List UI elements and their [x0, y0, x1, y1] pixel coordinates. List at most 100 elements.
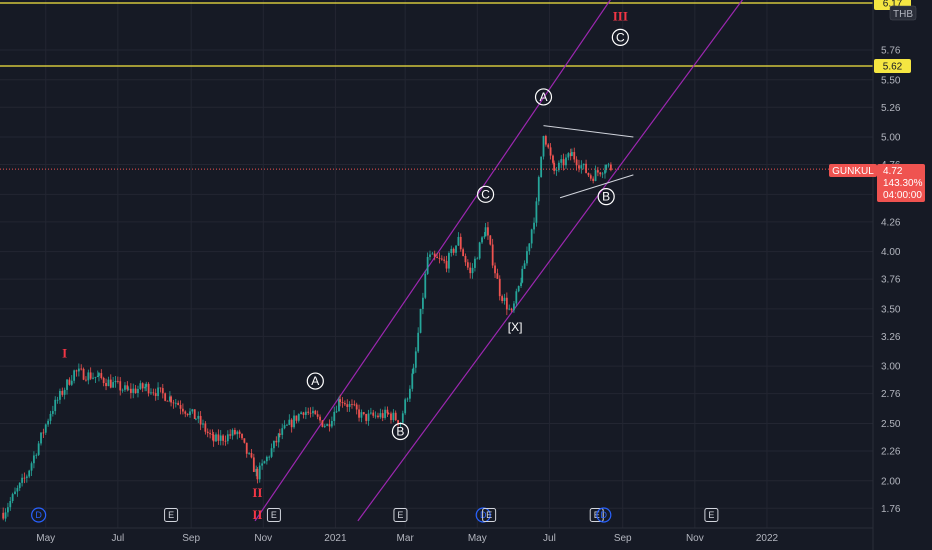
candle-body: [248, 453, 251, 454]
candle: [172, 399, 175, 409]
candle-body: [466, 262, 469, 268]
candle-body: [450, 248, 453, 254]
event-marker-earnings[interactable]: E: [266, 508, 281, 522]
event-marker-dividend[interactable]: D: [596, 507, 612, 523]
candle: [596, 166, 599, 177]
candle: [570, 148, 573, 157]
time-tick-label: Sep: [614, 533, 632, 544]
candle: [585, 159, 587, 174]
price-tick-label: 5.50: [881, 75, 901, 86]
candle-body: [96, 375, 99, 377]
event-markers[interactable]: D E II E E D E E D E: [31, 507, 719, 523]
candle: [503, 293, 506, 305]
level-price-label: 6.17: [883, 0, 903, 10]
time-axis[interactable]: May Jul Sep Nov 2021 Mar May Jul Sep Nov 2022: [0, 527, 873, 544]
candle-body: [238, 431, 241, 434]
candle-body: [319, 416, 321, 421]
candle-body: [515, 291, 518, 304]
event-marker-earnings[interactable]: E: [164, 508, 179, 522]
candle-body: [126, 385, 129, 390]
candle-body: [28, 470, 31, 477]
candle: [124, 382, 126, 392]
candle: [429, 250, 431, 261]
candle-body: [132, 388, 135, 393]
candle-body: [66, 379, 68, 390]
candle: [351, 399, 353, 409]
price-tick-label: 3.26: [881, 332, 901, 343]
candlestick-series: [2, 134, 612, 522]
price-tick-label: 2.76: [881, 389, 901, 400]
candle: [219, 430, 222, 446]
candle-body: [517, 286, 520, 292]
candle: [25, 474, 28, 483]
currency-label: THB: [893, 9, 913, 20]
event-marker-earnings[interactable]: E: [482, 508, 497, 522]
candle: [37, 441, 40, 456]
candle: [464, 253, 467, 266]
candle: [288, 414, 291, 426]
event-marker-roman[interactable]: II: [252, 507, 262, 522]
candle-body: [109, 379, 112, 388]
candle-body: [528, 243, 531, 252]
candle-body: [94, 376, 97, 378]
candle-body: [273, 440, 275, 449]
candle: [77, 363, 80, 377]
candle-body: [433, 253, 436, 257]
candle: [270, 443, 273, 459]
candle-body: [580, 165, 583, 169]
candle: [450, 245, 453, 257]
candle-body: [30, 463, 33, 471]
dividend-badge: [596, 507, 612, 523]
event-marker-dividend[interactable]: D: [475, 507, 491, 523]
candle-body: [112, 382, 115, 388]
candle: [594, 165, 597, 182]
candle-body: [392, 412, 395, 421]
event-marker-earnings[interactable]: E: [704, 508, 719, 522]
candle: [397, 419, 399, 427]
price-axis[interactable]: 1.76 2.00 2.26 2.50 2.76 3.00 3.26 3.50 3.76 4.00…: [872, 0, 901, 550]
candle: [323, 423, 326, 429]
candle-body: [16, 488, 19, 492]
time-tick-label: Jul: [111, 533, 124, 544]
candle: [238, 429, 241, 438]
price-tick-label: 4.00: [881, 247, 901, 258]
candle: [243, 438, 246, 444]
event-marker-dividend[interactable]: D: [31, 507, 47, 523]
level-price-badge: [874, 59, 911, 74]
candle-body: [445, 260, 448, 269]
candle-body: [302, 412, 305, 415]
candle: [82, 367, 85, 381]
candle: [199, 411, 202, 431]
candle-body: [170, 396, 172, 403]
candle-body: [448, 253, 450, 269]
candle: [18, 482, 21, 491]
candle: [261, 459, 264, 470]
candle-body: [387, 413, 390, 415]
candle-body: [487, 227, 489, 236]
candle-body: [121, 389, 124, 391]
symbol-name: GUNKUL: [832, 166, 874, 177]
candle: [582, 163, 585, 170]
price-tick-label: 4.26: [881, 217, 901, 228]
candle: [231, 428, 234, 440]
candle-body: [127, 388, 130, 390]
earnings-badge: [393, 508, 408, 522]
candle-body: [18, 482, 21, 489]
candle-body: [164, 393, 167, 401]
candle: [476, 256, 479, 260]
candle: [414, 347, 417, 373]
candle: [277, 432, 280, 448]
candle-body: [414, 351, 417, 368]
candle: [604, 164, 606, 179]
event-marker-earnings[interactable]: E: [393, 508, 408, 522]
candle: [47, 418, 50, 427]
candle-body: [358, 409, 360, 418]
candle: [390, 411, 392, 424]
candle: [75, 369, 78, 377]
candle: [358, 404, 360, 422]
candle-body: [330, 420, 333, 427]
candle-body: [63, 389, 66, 395]
candle-body: [607, 164, 610, 166]
